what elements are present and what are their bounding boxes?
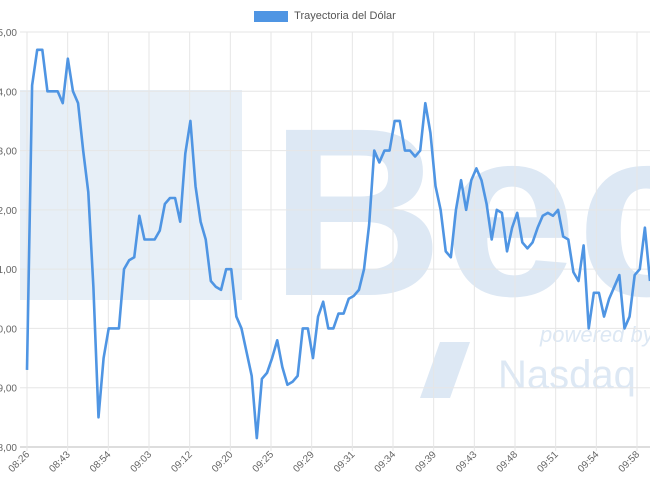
grid xyxy=(20,31,650,451)
y-tick-label: 0,00 xyxy=(0,324,17,335)
legend[interactable]: Trayectoria del Dólar xyxy=(0,10,650,22)
y-tick-label: 4,00 xyxy=(0,87,17,98)
x-tick-label: 09:20 xyxy=(210,449,236,475)
x-axis: 08:26 08:43 08:54 09:03 09:12 09:20 09:25 09:29… xyxy=(7,449,643,475)
x-tick-label: 09:31 xyxy=(332,449,358,475)
series-layer xyxy=(25,48,650,440)
y-axis: 8,00 9,00 0,00 1,00 2,00 3,00 4,00 5,00 xyxy=(0,28,17,454)
x-tick-label: 09:58 xyxy=(617,449,643,475)
x-tick-label: 09:25 xyxy=(251,449,277,475)
watermark: Bec powered by Nasdaq xyxy=(20,78,650,398)
x-tick-label: 09:03 xyxy=(129,449,155,475)
watermark-partner: Nasdaq xyxy=(498,353,636,397)
y-tick-label: 2,00 xyxy=(0,206,17,217)
series-line[interactable] xyxy=(25,48,650,440)
x-tick-label: 09:39 xyxy=(413,449,439,475)
legend-swatch xyxy=(254,10,289,22)
x-tick-label: 09:29 xyxy=(291,449,317,475)
legend-label: Trayectoria del Dólar xyxy=(294,10,396,23)
y-tick-label: 9,00 xyxy=(0,384,17,395)
x-tick-label: 09:48 xyxy=(495,449,521,475)
y-tick-label: 3,00 xyxy=(0,147,17,158)
y-tick-label: 1,00 xyxy=(0,265,17,276)
watermark-powered: powered by xyxy=(539,322,650,347)
x-tick-label: 08:54 xyxy=(88,449,114,475)
x-tick-label: 09:34 xyxy=(373,449,399,475)
y-tick-label: 8,00 xyxy=(0,443,17,454)
watermark-logo-block xyxy=(20,90,242,300)
nasdaq-mark-icon xyxy=(420,342,470,398)
x-tick-label: 09:43 xyxy=(454,449,480,475)
x-tick-label: 09:54 xyxy=(576,449,602,475)
y-tick-label: 5,00 xyxy=(0,28,17,39)
x-tick-label: 09:12 xyxy=(169,449,195,475)
x-tick-label: 09:51 xyxy=(535,449,561,475)
x-tick-label: 08:43 xyxy=(47,449,73,475)
